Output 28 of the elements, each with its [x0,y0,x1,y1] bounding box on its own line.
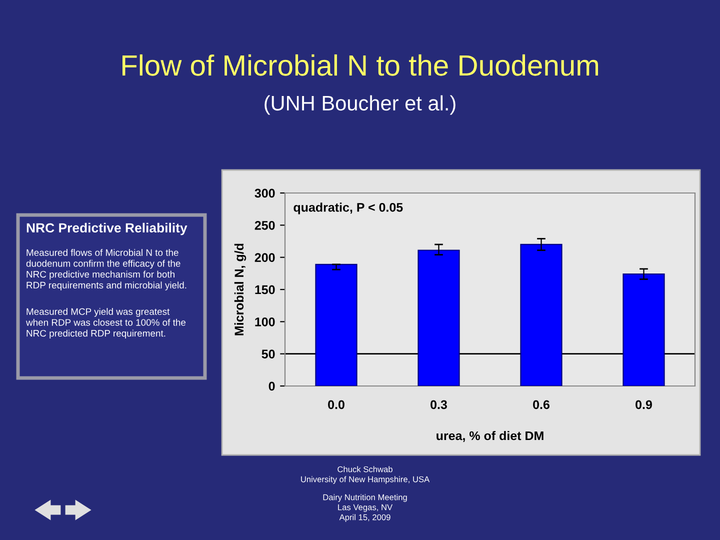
bar [622,274,665,386]
x-tick-label: 0.9 [636,400,652,410]
text: Measured flows of Microbial N to the duodenum confirm the efficacy of the NRC predictive mechanism for both RDP requirements and microbial yield. [26,249,186,290]
text: University of New Hampshire, USA [301,476,430,484]
bar [315,264,358,386]
text: April 15, 2009 [339,514,390,522]
y-tick-label: 50 [262,350,275,358]
bar [418,250,460,386]
x-tick-label: 0.3 [430,400,447,410]
bar [520,244,562,386]
y-tick-label: 100 [255,317,275,326]
text: Chuck Schwab [338,466,392,472]
annotation: quadratic, P < 0.05 [294,202,403,214]
y-axis-title: Microbial N, g/d [234,244,246,336]
x-tick-label: 0.6 [533,400,550,410]
x-axis-title: urea, % of diet DM [436,430,544,442]
y-tick-label: 0 [268,382,275,391]
y-tick-label: 200 [254,253,275,262]
x-tick-label: 0.0 [328,400,344,410]
text: NRC Predictive Reliability [26,222,188,236]
y-tick-label: 250 [254,220,275,230]
chart-title: Flow of Microbial N to the Duodenum [122,54,598,76]
text: Dairy Nutrition Meeting [323,494,407,502]
y-tick-label: 300 [254,188,275,198]
y-tick-label: 150 [255,285,275,294]
text: Las Vegas, NV [338,504,393,512]
chart-subtitle: (UNH Boucher et al.) [264,95,456,115]
text: Measured MCP yield was greatest when RDP was closest to 100% of the NRC predicted RDP requirement. [26,308,186,339]
